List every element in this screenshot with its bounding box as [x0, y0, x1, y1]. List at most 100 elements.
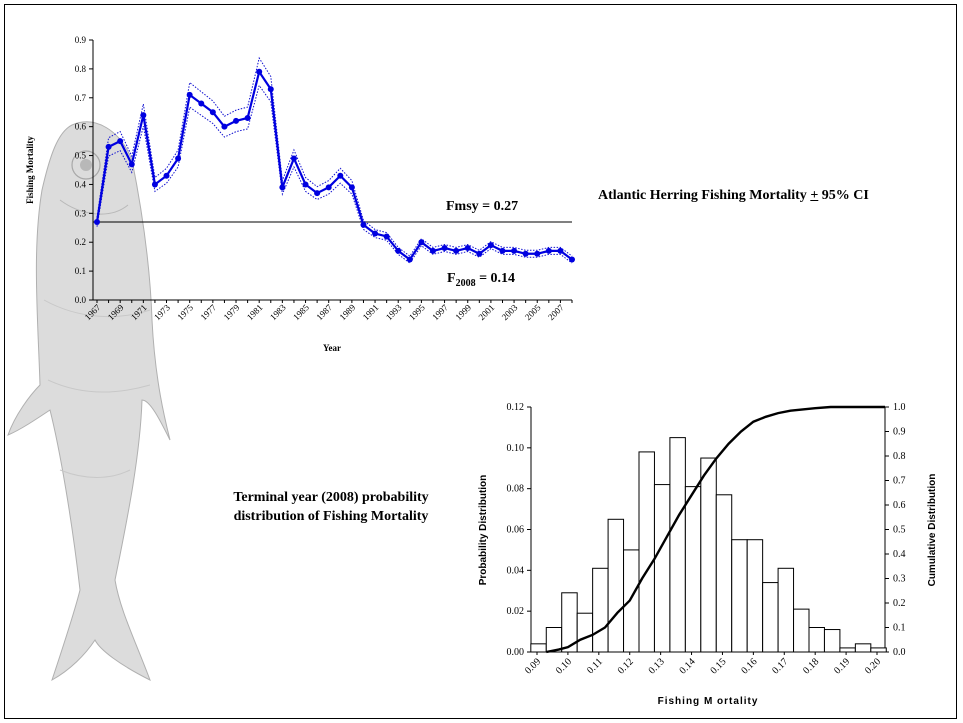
y-tick-label: 0.5 — [75, 151, 87, 161]
x-tick-label: 1977 — [198, 302, 218, 322]
y-tick-label: 0.1 — [75, 266, 86, 276]
right-y-tick-label: 0.6 — [893, 500, 906, 511]
x-tick-label: 0.13 — [647, 656, 667, 676]
right-y-tick-label: 0.5 — [893, 525, 906, 536]
x-tick-label: 1985 — [291, 302, 311, 322]
f2008-annotation: F2008 = 0.14 — [447, 271, 515, 289]
data-point — [314, 190, 321, 197]
data-point — [267, 86, 274, 93]
y-axis-title: Fishing Mortality — [25, 136, 35, 204]
left-y-tick-label: 0.02 — [507, 606, 525, 617]
data-point — [487, 242, 494, 249]
histogram-bar — [700, 457, 717, 653]
x-tick-label: 0.12 — [616, 656, 636, 676]
data-point — [476, 250, 483, 257]
histogram-bar — [638, 451, 655, 653]
y-tick-label: 0.2 — [75, 237, 86, 247]
y-tick-label: 0.3 — [75, 208, 87, 218]
x-tick-label: 0.19 — [832, 656, 852, 676]
data-point — [221, 123, 228, 130]
histogram-bar — [684, 486, 702, 653]
fishing-mortality-line — [95, 69, 573, 262]
data-point — [244, 115, 251, 121]
left-y-tick-label: 0.04 — [507, 565, 525, 576]
data-point — [464, 245, 471, 251]
data-point — [522, 250, 529, 257]
x-tick-label: 1991 — [361, 302, 381, 322]
data-point — [279, 184, 286, 191]
data-point — [418, 239, 425, 246]
y-tick-label: 0.6 — [75, 122, 87, 132]
left-y-tick-label: 0.10 — [507, 443, 525, 454]
data-point — [175, 155, 182, 162]
x-tick-label: 1997 — [430, 302, 450, 322]
histogram-bar — [746, 539, 764, 653]
data-point — [383, 233, 390, 240]
histogram-bar — [762, 582, 779, 653]
data-point — [117, 138, 124, 145]
bottom-chart-title: Terminal year (2008) probability distribu… — [233, 490, 429, 524]
x-tick-label: 1979 — [222, 302, 242, 322]
x-tick-label: 0.20 — [863, 656, 883, 676]
herring-fish-illustration — [7, 121, 171, 682]
data-point — [290, 155, 297, 162]
histogram-bar — [823, 629, 841, 653]
histogram-bar — [854, 643, 872, 653]
right-y-tick-label: 0.7 — [893, 476, 906, 487]
left-y-tick-label: 0.12 — [507, 402, 525, 413]
data-point — [128, 161, 135, 168]
data-point — [302, 181, 309, 188]
data-point — [406, 256, 413, 263]
histogram-bar — [870, 647, 887, 653]
x-tick-label: 0.09 — [523, 656, 543, 676]
data-point — [372, 230, 379, 237]
data-point — [186, 91, 193, 98]
x-tick-label: 0.14 — [678, 656, 698, 676]
data-point — [395, 247, 402, 254]
data-point — [534, 250, 541, 257]
y-tick-label: 0.7 — [75, 93, 87, 103]
histogram-bar — [530, 643, 547, 653]
right-y-tick-label: 0.0 — [893, 647, 906, 658]
data-point — [337, 172, 344, 179]
y-tick-label: 0.0 — [75, 295, 87, 305]
data-point — [511, 247, 518, 254]
data-point — [499, 247, 506, 254]
histogram-bar — [777, 567, 795, 653]
histogram-bar — [715, 494, 733, 653]
right-y-tick-label: 0.2 — [893, 598, 906, 609]
figure-frame — [4, 4, 957, 719]
lower-ci-line — [96, 84, 573, 264]
x-tick-label: 0.11 — [585, 656, 605, 676]
left-y-tick-label: 0.06 — [507, 525, 525, 536]
x-axis-title: Fishing M ortality — [658, 696, 759, 707]
x-tick-label: 2005 — [523, 302, 543, 322]
x-tick-label: 1981 — [245, 302, 265, 322]
histogram-bar — [623, 549, 640, 653]
data-point — [233, 117, 240, 124]
right-y-tick-label: 1.0 — [893, 402, 906, 413]
histogram-bar — [669, 437, 686, 653]
x-tick-label: 0.10 — [554, 656, 574, 676]
x-tick-label: 2001 — [477, 302, 497, 322]
histogram-bar — [839, 647, 856, 653]
x-tick-label: 0.16 — [739, 656, 759, 676]
histogram-bar — [576, 612, 594, 653]
data-point — [557, 247, 564, 254]
data-point — [163, 172, 170, 179]
left-y-tick-label: 0.00 — [507, 647, 525, 658]
right-y-tick-label: 0.3 — [893, 574, 906, 585]
top-chart-title: Atlantic Herring Fishing Mortality + 95%… — [598, 188, 869, 203]
data-point — [151, 181, 158, 188]
x-tick-label: 1989 — [337, 302, 357, 322]
y-tick-label: 0.4 — [75, 179, 87, 189]
left-y-tick-label: 0.08 — [507, 484, 525, 495]
data-point — [545, 247, 552, 254]
right-y-tick-label: 0.4 — [893, 549, 906, 560]
data-point — [256, 68, 263, 75]
upper-ci-line — [96, 56, 573, 257]
y-tick-label: 0.8 — [75, 64, 87, 74]
x-axis-title: Year — [323, 343, 341, 353]
data-point — [360, 221, 367, 228]
data-point — [94, 219, 100, 225]
